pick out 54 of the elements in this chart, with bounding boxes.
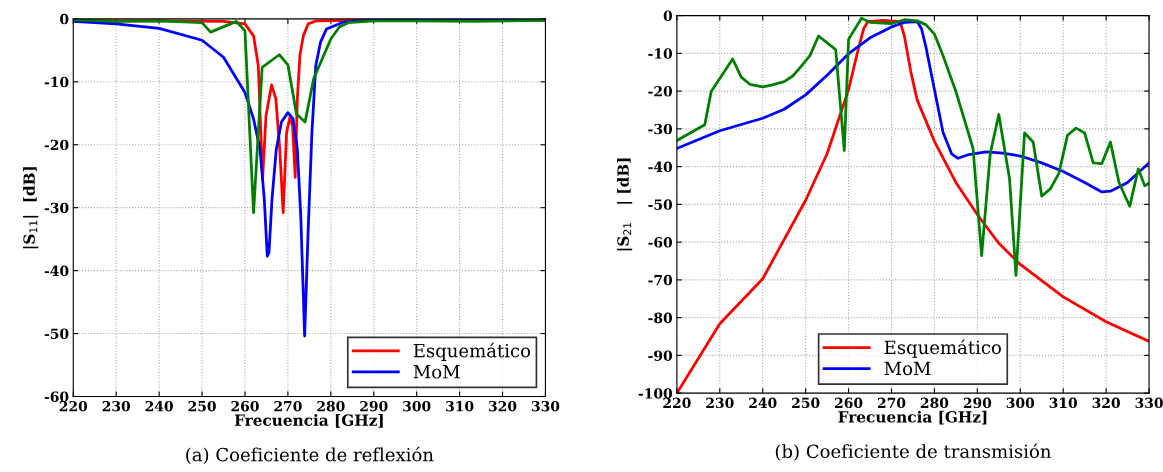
- x-tick-label: 330: [1135, 397, 1163, 409]
- legend-label: MoM: [884, 361, 931, 376]
- x-tick-label: 280: [317, 400, 345, 412]
- x-tick-label: 230: [102, 400, 131, 412]
- x-tick-label: 240: [749, 397, 777, 409]
- y-tick-label: -20: [648, 86, 673, 97]
- x-tick-label: 220: [59, 400, 88, 412]
- y-tick-label: -10: [648, 48, 673, 59]
- x-tick-label: 290: [360, 400, 388, 412]
- x-tick-label: 280: [920, 397, 949, 409]
- legend-label: Esquemático: [884, 339, 1001, 358]
- x-tick-label: 250: [792, 397, 820, 409]
- x-tick-label: 270: [877, 397, 906, 409]
- x-tick-label: 270: [274, 400, 302, 412]
- x-axis-title: Frecuencia [GHz]: [234, 414, 383, 428]
- x-tick-label: 290: [963, 397, 992, 409]
- line-series: [676, 19, 1150, 394]
- x-tick-label: 310: [446, 400, 474, 412]
- y-axis-title: |S$_{11}$| [dB]: [23, 167, 39, 249]
- y-tick-label: -90: [648, 350, 673, 361]
- y-tick-label: -50: [44, 328, 69, 340]
- y-tick-label: -10: [44, 76, 69, 88]
- x-tick-label: 320: [1092, 397, 1120, 409]
- x-tick-label: 300: [1006, 397, 1035, 409]
- x-tick-label: 260: [835, 397, 863, 409]
- legend-label: MoM: [413, 365, 460, 379]
- text: |S$_{21}$ | [dB]: [616, 158, 633, 251]
- x-tick-label: 320: [489, 400, 517, 412]
- x-tick-label: 310: [1049, 397, 1078, 409]
- x-tick-label: 300: [403, 400, 431, 412]
- y-tick-label: -40: [44, 265, 69, 277]
- x-tick-label: 260: [231, 400, 259, 412]
- text: (a) Coeficiente de reflexión: [186, 446, 434, 464]
- y-tick-label: -60: [648, 237, 673, 248]
- y-tick-label: 0: [663, 10, 673, 22]
- y-tick-label: -40: [648, 161, 673, 173]
- x-axis-title: Frecuencia [GHz]: [838, 410, 987, 425]
- x-tick-label: 330: [531, 400, 560, 412]
- x-tick-label: 220: [663, 397, 691, 409]
- y-tick-label: -60: [44, 391, 69, 402]
- line-series: [676, 20, 1150, 194]
- y-tick-label: 0: [60, 13, 69, 25]
- x-tick-label: 230: [706, 397, 734, 409]
- text: (b) Coeficiente de transmisión: [775, 443, 1051, 461]
- legend-label: Esquemático: [413, 342, 531, 361]
- y-tick-label: -70: [648, 274, 673, 286]
- y-tick-label: -30: [648, 123, 673, 135]
- y-tick-label: -50: [648, 199, 673, 210]
- y-tick-label: -100: [638, 388, 673, 399]
- y-tick-label: -80: [648, 312, 673, 324]
- y-tick-label: -30: [44, 202, 69, 214]
- x-tick-label: 240: [145, 400, 173, 412]
- x-tick-label: 250: [188, 400, 216, 412]
- y-tick-label: -20: [44, 139, 69, 151]
